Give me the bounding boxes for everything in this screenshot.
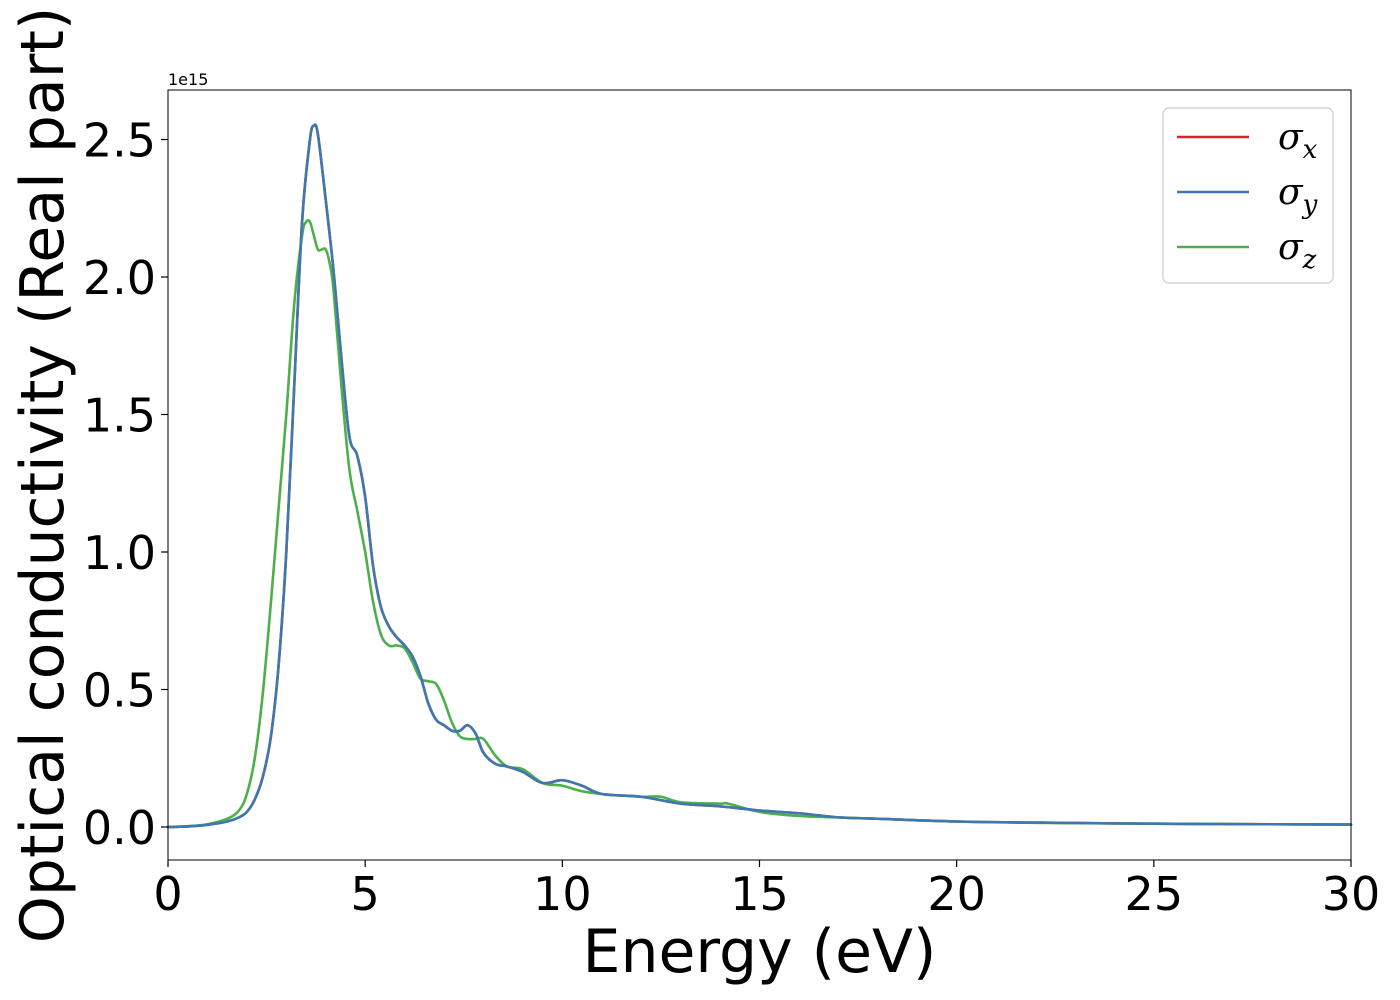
x-axis-title: Energy (eV)	[583, 917, 937, 987]
series-layer	[166, 123, 1353, 829]
legend-label-y: σy	[1278, 172, 1318, 220]
y-axis: 0.0 0.5 1.0 1.5 2.0 2.5	[83, 114, 168, 855]
x-tick-label: 30	[1322, 867, 1381, 921]
legend-label-base: σ	[1278, 227, 1304, 268]
y-tick-label: 1.5	[83, 389, 156, 443]
series-line-y	[166, 123, 1353, 829]
y-axis-title: Optical conductivity (Real part)	[8, 7, 78, 944]
x-tick-label: 0	[153, 867, 182, 921]
series-line-z	[166, 219, 1353, 829]
legend-label-z: σz	[1278, 227, 1317, 275]
y-tick-label: 0.0	[83, 801, 156, 855]
legend-label-x: σx	[1278, 117, 1318, 165]
x-tick-label: 20	[927, 867, 986, 921]
legend-label-subscript: x	[1303, 135, 1318, 165]
x-tick-label: 15	[730, 867, 789, 921]
x-tick-label: 5	[351, 867, 380, 921]
legend-label-base: σ	[1278, 172, 1304, 213]
x-tick-label: 10	[533, 867, 592, 921]
legend-label-base: σ	[1278, 117, 1304, 158]
y-offset-label: 1e15	[168, 70, 208, 89]
y-tick-label: 2.0	[83, 251, 156, 305]
legend-box	[1162, 107, 1334, 284]
y-tick-label: 1.0	[83, 526, 156, 580]
y-tick-label: 0.5	[83, 664, 156, 718]
legend-label-subscript: y	[1302, 190, 1318, 220]
x-tick-label: 25	[1125, 867, 1184, 921]
y-tick-label: 2.5	[83, 114, 156, 168]
legend-label-subscript: z	[1302, 245, 1317, 275]
x-axis: 0 5 10 15 20 25 30	[153, 860, 1380, 921]
